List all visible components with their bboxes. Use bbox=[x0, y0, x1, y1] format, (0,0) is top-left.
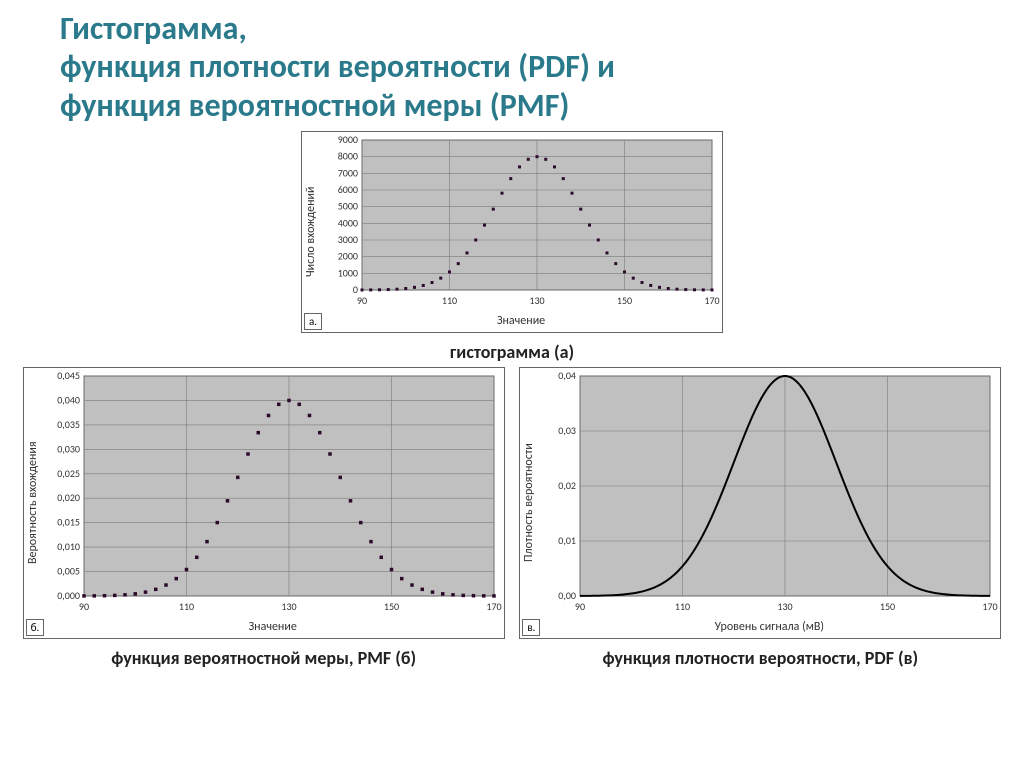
pdf-ylabel: Плотность вероятности bbox=[520, 368, 538, 638]
svg-text:0,00: 0,00 bbox=[559, 589, 577, 602]
svg-text:0,020: 0,020 bbox=[57, 491, 80, 504]
pdf-xlabel: Уровень сигнала (мВ) bbox=[538, 618, 1000, 638]
svg-text:4000: 4000 bbox=[338, 217, 358, 230]
svg-text:5000: 5000 bbox=[338, 200, 358, 213]
svg-text:0,02: 0,02 bbox=[559, 479, 577, 492]
svg-text:0,04: 0,04 bbox=[559, 369, 577, 382]
pmf-wrap: б. Вероятность вхождения 0,0000,0050,010… bbox=[23, 367, 505, 669]
histogram-plot: 0100020003000400050006000700080009000901… bbox=[320, 132, 722, 312]
bottom-row: б. Вероятность вхождения 0,0000,0050,010… bbox=[0, 367, 1024, 669]
svg-text:90: 90 bbox=[79, 600, 89, 613]
svg-text:0,030: 0,030 bbox=[57, 443, 80, 456]
svg-text:1000: 1000 bbox=[338, 267, 358, 280]
pdf-plot: 0,00 0,01 0,02 0,03 0,04 90 110 130 150 170 bbox=[538, 368, 1000, 618]
pdf-caption: функция плотности вероятности, PDF (в) bbox=[602, 647, 918, 669]
svg-text:0,045: 0,045 bbox=[57, 369, 80, 382]
svg-text:130: 130 bbox=[529, 294, 544, 307]
histogram-wrap: а. Число вхождений 010002000300040005000… bbox=[301, 131, 723, 363]
pdf-wrap: в. Плотность вероятности 0,000,010,020,0… bbox=[519, 367, 1001, 669]
svg-text:0,000: 0,000 bbox=[57, 589, 80, 602]
svg-text:170: 170 bbox=[486, 600, 501, 613]
svg-text:170: 170 bbox=[704, 294, 719, 307]
pmf-ylabel: Вероятность вхождения bbox=[24, 368, 42, 638]
svg-text:7000: 7000 bbox=[338, 167, 358, 180]
svg-text:3000: 3000 bbox=[338, 233, 358, 246]
top-row: а. Число вхождений 010002000300040005000… bbox=[0, 131, 1024, 363]
svg-text:150: 150 bbox=[384, 600, 399, 613]
histogram-caption: гистограмма (а) bbox=[450, 341, 574, 363]
svg-text:130: 130 bbox=[778, 600, 793, 613]
svg-text:0,005: 0,005 bbox=[57, 565, 80, 578]
svg-text:170: 170 bbox=[983, 600, 998, 613]
histogram-frame: а. Число вхождений 010002000300040005000… bbox=[301, 131, 723, 333]
svg-text:0,035: 0,035 bbox=[57, 418, 80, 431]
svg-text:0,025: 0,025 bbox=[57, 467, 80, 480]
title-line-3: функция вероятностной меры (PMF) bbox=[60, 87, 1004, 125]
svg-text:8000: 8000 bbox=[338, 150, 358, 163]
svg-text:150: 150 bbox=[880, 600, 895, 613]
svg-text:0,015: 0,015 bbox=[57, 516, 80, 529]
svg-text:150: 150 bbox=[617, 294, 632, 307]
title-line-1: Гистограмма, bbox=[60, 10, 1004, 48]
pmf-xlabel: Значение bbox=[42, 618, 504, 638]
svg-text:90: 90 bbox=[575, 600, 585, 613]
svg-text:6000: 6000 bbox=[338, 183, 358, 196]
svg-text:0,03: 0,03 bbox=[559, 424, 577, 437]
svg-text:110: 110 bbox=[675, 600, 690, 613]
pmf-plot: 0,000 0,005 0,010 0,015 0,020 0,025 0,030 0,035… bbox=[42, 368, 504, 618]
pmf-caption: функция вероятностной меры, PMF (б) bbox=[111, 647, 416, 669]
histogram-ylabel: Число вхождений bbox=[302, 132, 320, 332]
svg-text:110: 110 bbox=[442, 294, 457, 307]
title-line-2: функция плотности вероятности (PDF) и bbox=[60, 48, 1004, 86]
pmf-frame: б. Вероятность вхождения 0,0000,0050,010… bbox=[23, 367, 505, 639]
pdf-frame: в. Плотность вероятности 0,000,010,020,0… bbox=[519, 367, 1001, 639]
histogram-xlabel: Значение bbox=[320, 312, 722, 332]
svg-text:0,010: 0,010 bbox=[57, 540, 80, 553]
svg-text:110: 110 bbox=[179, 600, 194, 613]
svg-text:9000: 9000 bbox=[338, 133, 358, 146]
svg-text:130: 130 bbox=[281, 600, 296, 613]
svg-text:2000: 2000 bbox=[338, 250, 358, 263]
page-title: Гистограмма, функция плотности вероятнос… bbox=[60, 10, 1004, 125]
svg-text:90: 90 bbox=[357, 294, 367, 307]
svg-text:0,040: 0,040 bbox=[57, 394, 80, 407]
svg-text:0,01: 0,01 bbox=[559, 534, 577, 547]
